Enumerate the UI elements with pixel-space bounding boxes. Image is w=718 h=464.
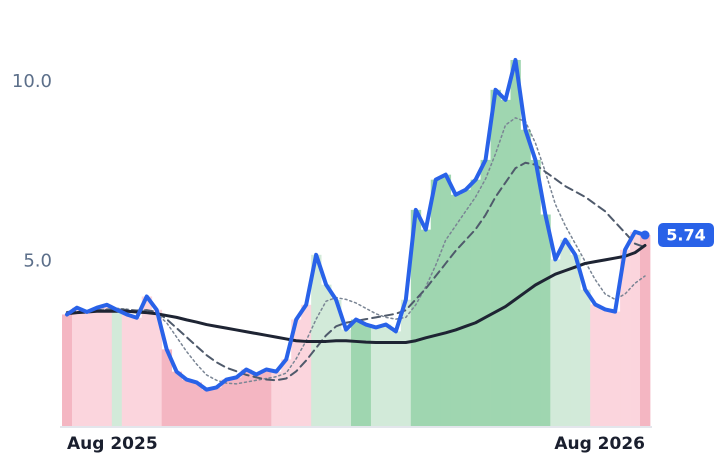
last-point — [640, 230, 650, 240]
band-bar — [510, 59, 521, 427]
y-tick-label: 10.0 — [12, 71, 52, 92]
band-bar — [470, 179, 481, 427]
band-bar — [400, 299, 412, 427]
band-bar — [231, 377, 242, 427]
band-bar — [480, 159, 491, 428]
band-bar — [580, 289, 591, 427]
band-bar — [420, 229, 432, 427]
x-tick-label: Aug 2026 — [554, 434, 645, 454]
band-bar — [430, 179, 442, 427]
band-bar — [221, 379, 232, 427]
band-bar — [410, 209, 422, 427]
band-bar — [390, 331, 402, 427]
band-bar — [560, 239, 571, 427]
band-bar — [540, 214, 551, 427]
y-tick-label: 5.0 — [23, 251, 52, 272]
band-bar — [370, 327, 382, 427]
band-bar — [161, 349, 173, 427]
band-bar — [341, 329, 352, 427]
band-bar — [460, 189, 472, 427]
series-line — [65, 57, 647, 392]
band-bar — [251, 374, 262, 427]
band-bar — [141, 296, 153, 427]
band-bar — [91, 307, 103, 427]
band-bar — [101, 304, 113, 427]
band-bar — [360, 324, 372, 427]
band-bar — [301, 304, 312, 427]
band-bar — [281, 359, 292, 427]
band-bar — [211, 387, 222, 427]
band-bar — [331, 299, 342, 427]
x-tick-label: Aug 2025 — [67, 434, 158, 454]
band-bar — [81, 311, 93, 427]
band-bar — [620, 249, 631, 427]
band-bar — [151, 309, 163, 427]
band-bar — [610, 311, 621, 427]
last-value-label: 5.74 — [666, 226, 705, 245]
band-bar — [271, 371, 282, 427]
band-bar — [640, 235, 651, 427]
series-line — [66, 161, 646, 382]
band-bar — [261, 369, 272, 427]
band-bar — [111, 309, 123, 427]
band-bar — [590, 304, 601, 427]
last-value-badge — [658, 223, 714, 248]
band-bar — [520, 129, 531, 427]
series-line — [65, 243, 647, 345]
band-bar — [62, 314, 73, 427]
band-bar — [380, 324, 392, 427]
band-bar — [550, 259, 561, 427]
band-bar — [121, 314, 133, 427]
band-bar — [351, 319, 362, 427]
band-bar — [450, 194, 462, 427]
band-bar — [191, 382, 202, 427]
band-bar — [600, 309, 611, 427]
band-bar — [630, 231, 641, 427]
band-bar — [201, 389, 212, 427]
band-bar — [71, 307, 83, 427]
band-bar — [570, 254, 581, 427]
band-bar — [131, 317, 143, 427]
band-bar — [321, 284, 332, 427]
band-bar — [291, 319, 302, 427]
band-bar — [241, 369, 252, 427]
band-bar — [181, 379, 192, 427]
band-bar — [530, 159, 541, 428]
band-bar — [440, 174, 452, 427]
band-bar — [171, 371, 183, 427]
band-bar — [490, 89, 501, 427]
band-bar — [500, 99, 511, 427]
series-line — [66, 117, 646, 385]
